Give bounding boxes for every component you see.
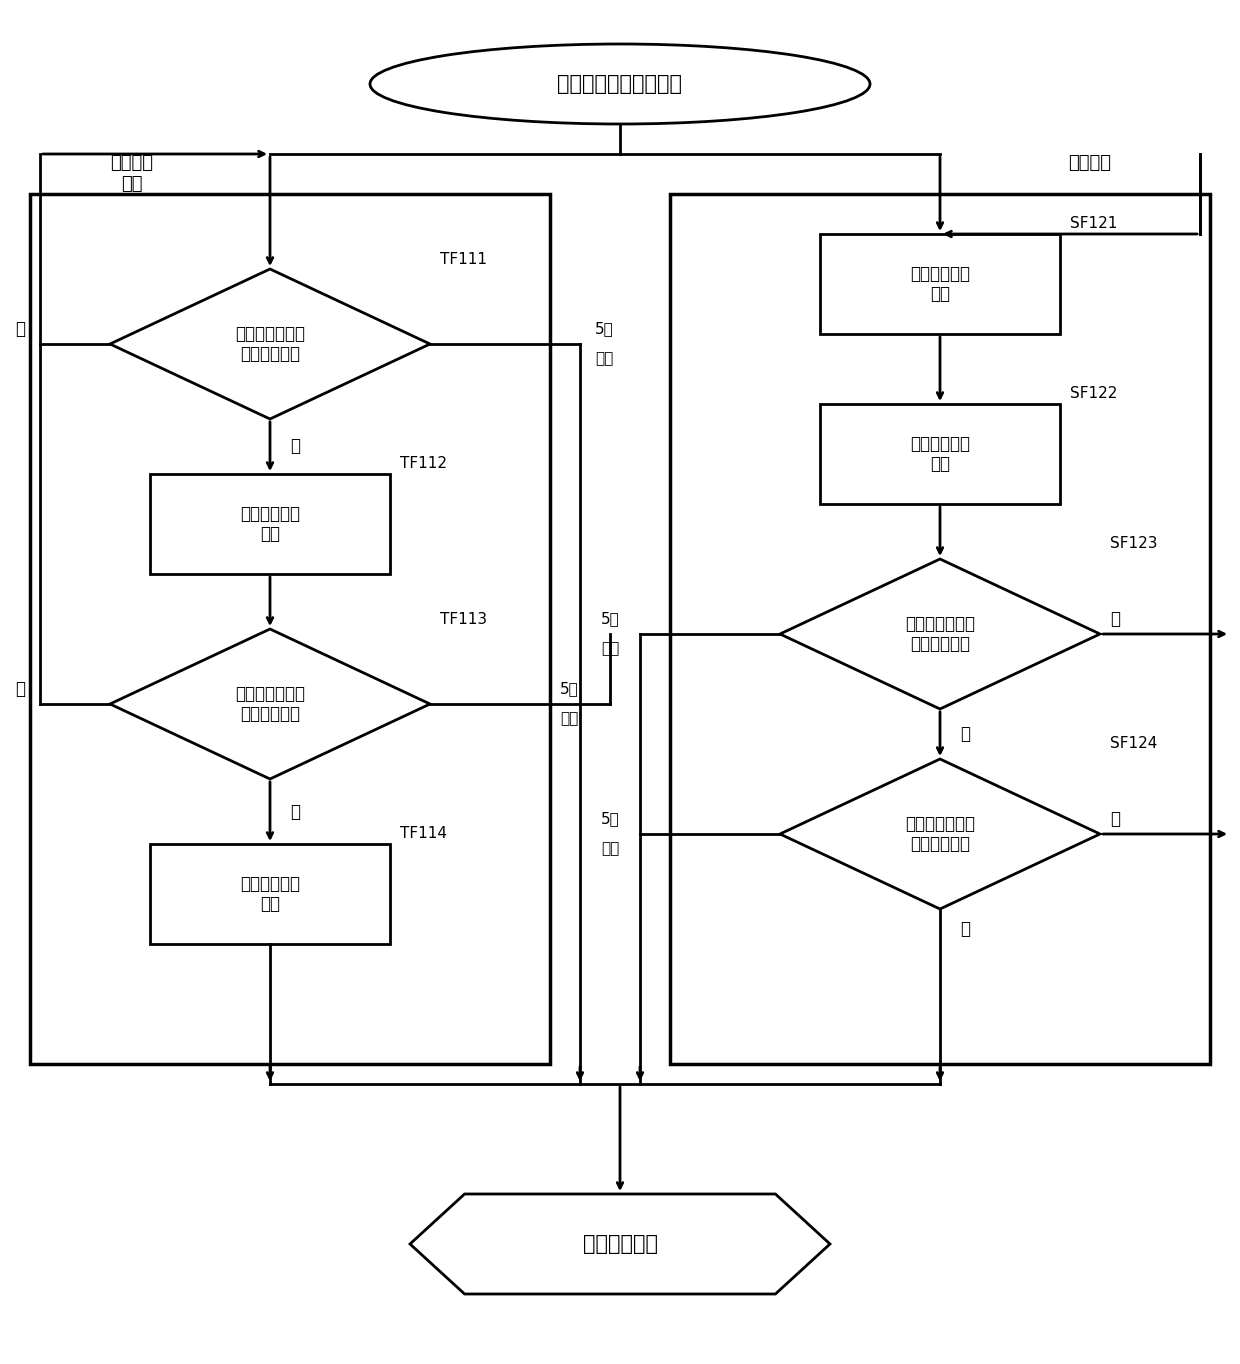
Text: 超时: 超时 xyxy=(595,352,614,367)
Text: 超时: 超时 xyxy=(601,641,620,656)
Text: TF113: TF113 xyxy=(440,611,487,626)
Text: 5秒: 5秒 xyxy=(601,611,620,626)
Text: 充放电机连接充电车辆: 充放电机连接充电车辆 xyxy=(558,74,682,94)
Polygon shape xyxy=(110,629,430,779)
Text: SF121: SF121 xyxy=(1070,217,1117,232)
Text: 判断是否接收到
充电确认报文: 判断是否接收到 充电确认报文 xyxy=(905,615,975,653)
Text: 否: 否 xyxy=(15,681,25,698)
Bar xyxy=(820,404,1060,505)
Text: 充放电机: 充放电机 xyxy=(1069,154,1111,172)
Text: 发送充电信息
报文: 发送充电信息 报文 xyxy=(910,265,970,303)
Polygon shape xyxy=(110,269,430,419)
Text: 是: 是 xyxy=(290,438,300,456)
Text: 超时: 超时 xyxy=(601,842,620,857)
Text: 5秒: 5秒 xyxy=(560,682,579,697)
Text: 判断是否接收到
放电确认报文: 判断是否接收到 放电确认报文 xyxy=(905,814,975,854)
Text: SF123: SF123 xyxy=(1110,536,1157,551)
Text: 是: 是 xyxy=(960,919,970,938)
Ellipse shape xyxy=(370,44,870,124)
Text: 5秒: 5秒 xyxy=(601,812,620,827)
Text: 握手辨识阶段: 握手辨识阶段 xyxy=(583,1234,657,1254)
Text: 否: 否 xyxy=(1110,810,1120,828)
Text: 否: 否 xyxy=(15,321,25,338)
Polygon shape xyxy=(780,758,1100,908)
Text: SF124: SF124 xyxy=(1110,737,1157,752)
Text: 是: 是 xyxy=(290,802,300,821)
Bar xyxy=(820,235,1060,334)
Text: 5秒: 5秒 xyxy=(595,322,614,337)
Bar xyxy=(150,475,391,574)
Text: 是: 是 xyxy=(960,726,970,743)
Text: TF114: TF114 xyxy=(401,827,446,842)
Bar xyxy=(670,194,1210,1064)
Text: 发送充电确认
报文: 发送充电确认 报文 xyxy=(241,505,300,543)
Text: 发送放电信息
报文: 发送放电信息 报文 xyxy=(910,435,970,473)
Text: 电池管理
系统: 电池管理 系统 xyxy=(110,154,153,192)
Text: 发送放电确认
报文: 发送放电确认 报文 xyxy=(241,874,300,914)
Bar xyxy=(30,194,551,1064)
Text: 否: 否 xyxy=(1110,610,1120,627)
Text: TF112: TF112 xyxy=(401,457,446,472)
Text: SF122: SF122 xyxy=(1070,386,1117,401)
Text: 超时: 超时 xyxy=(560,712,578,727)
Text: 判断是否接收到
放电信息报文: 判断是否接收到 放电信息报文 xyxy=(236,685,305,723)
Text: TF111: TF111 xyxy=(440,251,487,266)
Polygon shape xyxy=(780,559,1100,709)
Bar xyxy=(150,844,391,944)
Polygon shape xyxy=(410,1194,830,1294)
Text: 判断是否接收到
充电信息报文: 判断是否接收到 充电信息报文 xyxy=(236,325,305,363)
